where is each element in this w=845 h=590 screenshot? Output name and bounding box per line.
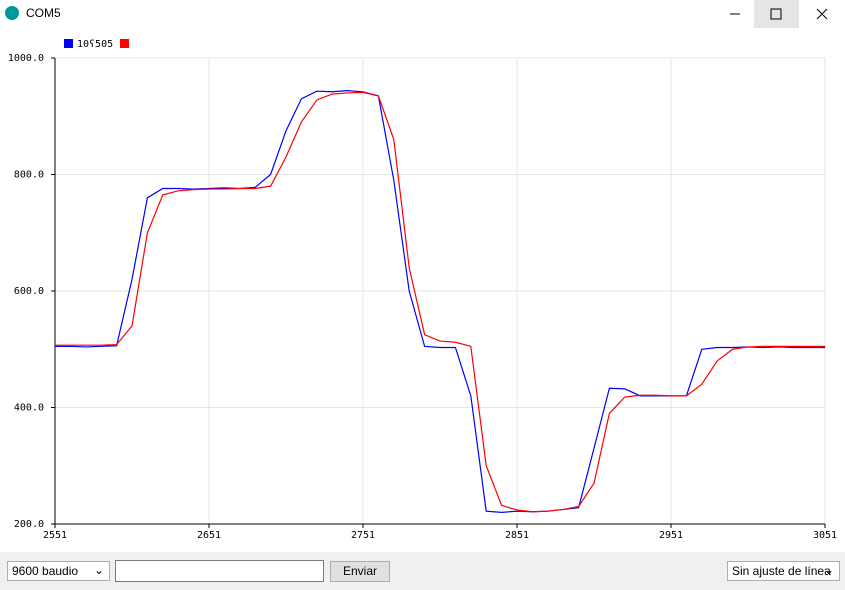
send-button[interactable]: Enviar [330, 561, 390, 582]
baud-select[interactable]: 9600 baudio ⌄ [7, 561, 110, 581]
y-tick-label: 600.0 [14, 286, 44, 297]
y-tick-label: 800.0 [14, 170, 44, 181]
maximize-button[interactable] [770, 8, 782, 20]
legend-swatch [120, 39, 129, 48]
app-icon [5, 6, 19, 20]
bottom-bar: 9600 baudio ⌄ Enviar Sin ajuste de línea ⌄ [0, 552, 845, 590]
x-tick-label: 2851 [505, 530, 529, 541]
x-tick-label: 2551 [43, 530, 67, 541]
window-title: COM5 [26, 6, 61, 20]
window: COM5 10ʕ505 200.0 400.0 600.0 800.0 1000.0 25… [0, 0, 845, 552]
y-tick-label: 400.0 [14, 403, 44, 414]
y-tick-label: 1000.0 [8, 53, 44, 64]
y-tick-label: 200.0 [14, 519, 44, 530]
legend-swatch [64, 39, 73, 48]
legend-label: 10ʕ505 [77, 39, 113, 50]
x-tick-label: 2751 [351, 530, 375, 541]
close-button[interactable] [816, 8, 828, 20]
series-line [55, 90, 825, 513]
baud-text: 9600 baudio [12, 564, 79, 578]
send-input[interactable] [115, 560, 324, 582]
background [0, 0, 845, 552]
series-line [55, 91, 825, 513]
line-ending-text: Sin ajuste de línea [732, 564, 831, 578]
maximize-hover [754, 0, 799, 28]
line-ending-select[interactable]: Sin ajuste de línea ⌄ [727, 561, 840, 581]
x-tick-label: 2951 [659, 530, 683, 541]
x-tick-label: 2651 [197, 530, 221, 541]
x-tick-label: 3051 [813, 530, 837, 541]
